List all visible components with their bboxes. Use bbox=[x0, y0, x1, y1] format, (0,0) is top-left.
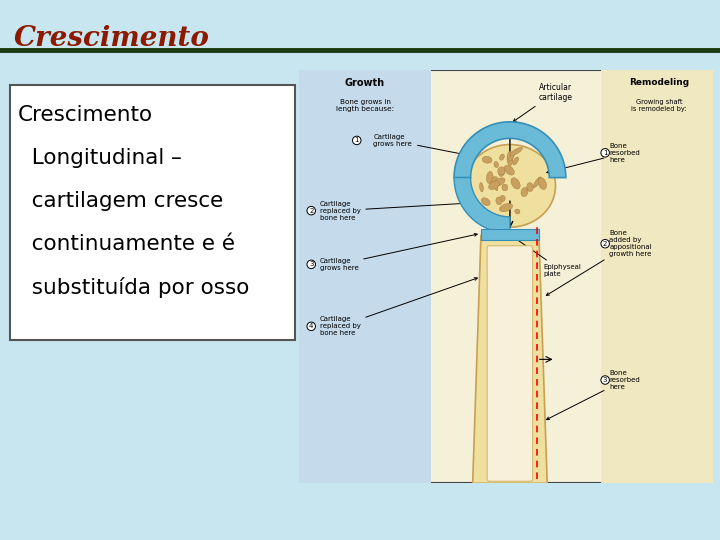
Ellipse shape bbox=[504, 165, 514, 175]
Text: continuamente e é: continuamente e é bbox=[18, 234, 235, 254]
Ellipse shape bbox=[487, 171, 493, 184]
Ellipse shape bbox=[498, 167, 505, 175]
Ellipse shape bbox=[533, 177, 541, 188]
Text: 2: 2 bbox=[603, 241, 608, 247]
Text: substituída por osso: substituída por osso bbox=[18, 277, 249, 298]
Text: Cartilage
replaced by
bone here: Cartilage replaced by bone here bbox=[320, 278, 477, 336]
Ellipse shape bbox=[499, 169, 505, 177]
Ellipse shape bbox=[493, 178, 505, 186]
Ellipse shape bbox=[494, 161, 498, 167]
FancyBboxPatch shape bbox=[10, 85, 295, 340]
Ellipse shape bbox=[513, 157, 518, 165]
Text: Growth: Growth bbox=[345, 78, 385, 89]
Ellipse shape bbox=[500, 195, 505, 202]
Text: Epiphyseal
plate: Epiphyseal plate bbox=[513, 237, 581, 278]
Text: 4: 4 bbox=[309, 323, 313, 329]
Ellipse shape bbox=[489, 181, 500, 190]
Text: 2: 2 bbox=[309, 208, 313, 214]
Ellipse shape bbox=[481, 198, 490, 206]
Ellipse shape bbox=[538, 178, 546, 190]
Ellipse shape bbox=[492, 177, 498, 185]
Ellipse shape bbox=[510, 147, 523, 156]
Text: Cartilage
replaced by
bone here: Cartilage replaced by bone here bbox=[320, 201, 477, 221]
Text: cartilagem cresce: cartilagem cresce bbox=[18, 191, 223, 211]
Ellipse shape bbox=[496, 197, 502, 205]
Text: Articular
cartilage: Articular cartilage bbox=[513, 83, 572, 122]
Ellipse shape bbox=[521, 187, 528, 197]
Text: Remodeling: Remodeling bbox=[629, 78, 689, 87]
Text: Crescimento: Crescimento bbox=[18, 105, 153, 125]
Text: 1: 1 bbox=[603, 150, 608, 156]
Text: Longitudinal –: Longitudinal – bbox=[18, 148, 181, 168]
Ellipse shape bbox=[480, 183, 483, 192]
Ellipse shape bbox=[492, 178, 498, 191]
FancyBboxPatch shape bbox=[299, 70, 431, 483]
Ellipse shape bbox=[464, 145, 556, 227]
Ellipse shape bbox=[527, 183, 534, 192]
Text: Cartilage
grows here: Cartilage grows here bbox=[320, 233, 477, 271]
Text: Cartilage
grows here: Cartilage grows here bbox=[373, 134, 473, 157]
Text: Bone
resorbed
here: Bone resorbed here bbox=[546, 143, 640, 173]
Text: Crescimento: Crescimento bbox=[14, 25, 210, 52]
Ellipse shape bbox=[500, 204, 513, 212]
FancyBboxPatch shape bbox=[601, 70, 713, 483]
FancyBboxPatch shape bbox=[487, 246, 533, 481]
Text: Bone
added by
appositional
growth here: Bone added by appositional growth here bbox=[546, 230, 652, 295]
Text: 3: 3 bbox=[603, 377, 608, 383]
FancyBboxPatch shape bbox=[299, 70, 713, 483]
Polygon shape bbox=[454, 178, 510, 233]
Text: Bone grows in
length because:: Bone grows in length because: bbox=[336, 99, 394, 112]
Ellipse shape bbox=[507, 151, 513, 166]
Ellipse shape bbox=[515, 209, 520, 214]
Ellipse shape bbox=[482, 157, 492, 163]
FancyBboxPatch shape bbox=[481, 230, 539, 240]
Ellipse shape bbox=[509, 152, 515, 161]
Ellipse shape bbox=[502, 184, 508, 191]
Text: 1: 1 bbox=[354, 137, 359, 144]
Ellipse shape bbox=[511, 178, 520, 189]
Polygon shape bbox=[473, 235, 547, 483]
Text: 3: 3 bbox=[309, 261, 313, 267]
Ellipse shape bbox=[500, 154, 504, 160]
Text: Bone
resorbed
here: Bone resorbed here bbox=[546, 370, 640, 420]
Text: Growing shaft
is remodeled by:: Growing shaft is remodeled by: bbox=[631, 99, 687, 112]
Polygon shape bbox=[454, 122, 566, 178]
